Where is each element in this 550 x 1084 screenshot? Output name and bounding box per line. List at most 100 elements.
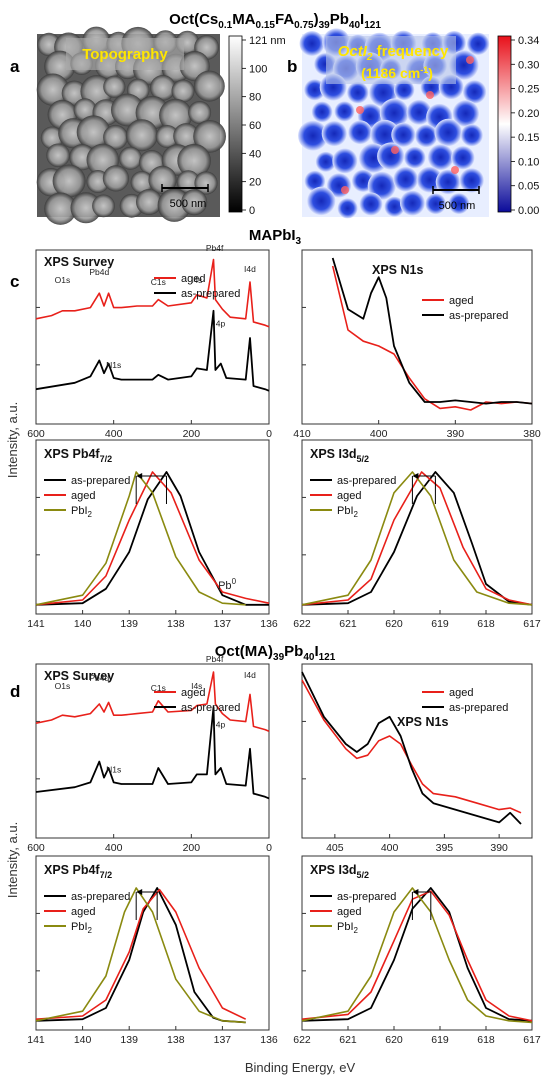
chart-title: XPS Pb4f7/2 xyxy=(44,447,112,464)
peak-label: Pb4f xyxy=(206,243,224,253)
x-tick-label: 622 xyxy=(293,618,311,630)
x-tick-label: 620 xyxy=(385,618,403,630)
peak-label: Pb4d xyxy=(89,673,109,683)
plot-frame xyxy=(301,249,533,425)
topo-colorbar-tick-label: 20 xyxy=(249,177,261,189)
freq-label-line2: (1186 cm-1) xyxy=(361,65,433,81)
x-tick-label: 400 xyxy=(381,842,399,854)
legend-label: as-prepared xyxy=(449,702,508,714)
plot-frame xyxy=(35,249,270,425)
topo-colorbar-tick-label: 121 nm xyxy=(249,35,286,47)
ylabel-d: Intensity, a.u. xyxy=(5,822,20,898)
chart-title: XPS N1s xyxy=(372,263,423,277)
series-as-prepared xyxy=(35,887,246,1024)
series-as-prepared xyxy=(35,309,270,392)
peak-label: I4p xyxy=(213,720,225,730)
panel-letter-c: c xyxy=(10,272,19,291)
legend-label: aged xyxy=(71,906,95,918)
legend-label: PbI2 xyxy=(71,505,93,519)
freq-label-line1: OctI2 frequency xyxy=(338,43,449,63)
series-aged xyxy=(35,888,247,1020)
legend-label: as-prepared xyxy=(337,891,396,903)
x-tick-label: 139 xyxy=(120,1034,138,1046)
chart-title: XPS Survey xyxy=(44,669,114,683)
series-as-prepared xyxy=(301,671,522,825)
x-tick-label: 400 xyxy=(105,428,123,440)
freq-colorbar-tick-label: 0.20 xyxy=(518,108,539,120)
chart-d_n1s: 405 400 395 390 XPS N1s aged as-prepared xyxy=(301,663,533,854)
plot-frame xyxy=(35,439,270,615)
x-tick-label: 136 xyxy=(260,1034,278,1046)
topography-label: Topography xyxy=(82,46,168,63)
x-tick-label: 0 xyxy=(266,842,272,854)
shift-arrow xyxy=(411,473,436,504)
shift-arrow xyxy=(135,473,167,504)
chart-c_pb4f: 141 140 139 138 137 136 XPS Pb4f7/2 Pb0 as-prepa… xyxy=(27,439,278,630)
x-tick-label: 617 xyxy=(523,1034,541,1046)
topo-scalebar-label: 500 nm xyxy=(170,198,207,210)
topo-colorbar-tick-label: 60 xyxy=(249,120,261,132)
legend-label: aged xyxy=(449,295,473,307)
topo-colorbar-tick-label: 100 xyxy=(249,63,267,75)
x-tick-label: 0 xyxy=(266,428,272,440)
freq-colorbar-tick-label: 0.25 xyxy=(518,84,539,96)
peak-label: I4p xyxy=(213,318,225,328)
x-tick-label: 405 xyxy=(326,842,344,854)
series-aged xyxy=(301,471,533,606)
peak-label: Pb4f xyxy=(206,654,224,664)
legend-label: as-prepared xyxy=(449,310,508,322)
x-tick-label: 141 xyxy=(27,1034,45,1046)
x-tick-label: 600 xyxy=(27,428,45,440)
peak-label: O1s xyxy=(55,681,71,691)
legend-label: aged xyxy=(181,273,205,285)
peak-label: I4s xyxy=(191,275,202,285)
legend-label: aged xyxy=(181,687,205,699)
x-tick-label: 619 xyxy=(431,618,449,630)
chart-title: XPS I3d5/2 xyxy=(310,863,369,880)
legend-label: as-prepared xyxy=(71,475,130,487)
octi2-frequency-map: OctI2 frequency (1186 cm-1) 500 nm xyxy=(298,28,490,219)
freq-colorbar-tick-label: 0.05 xyxy=(518,181,539,193)
x-tick-label: 136 xyxy=(260,618,278,630)
series-as-prepared xyxy=(35,706,270,800)
panel-letter-b: b xyxy=(287,57,297,76)
peak-label: O1s xyxy=(55,275,71,285)
x-tick-label: 622 xyxy=(293,1034,311,1046)
chart-title: XPS N1s xyxy=(397,715,448,729)
plot-frame xyxy=(301,439,533,615)
series-as-prepared xyxy=(331,257,533,405)
title-mid: MAPbI3 xyxy=(249,227,302,247)
x-tick-label: 390 xyxy=(447,428,465,440)
x-tick-label: 140 xyxy=(74,618,92,630)
chart-d_pb4f: 141 140 139 138 137 136 XPS Pb4f7/2 as-prepared… xyxy=(27,855,278,1046)
series-as-prepared xyxy=(301,471,533,606)
x-tick-label: 141 xyxy=(27,618,45,630)
peak-label: I4d xyxy=(244,670,256,680)
x-tick-label: 395 xyxy=(436,842,454,854)
shift-arrow xyxy=(135,889,158,920)
peak-label: I4s xyxy=(191,681,202,691)
chart-c_i3d: 622 621 620 619 618 617 XPS I3d5/2 as-prepared a… xyxy=(293,439,541,630)
peak-label: C1s xyxy=(151,277,166,287)
freq-colorbar-tick-label: 0.30 xyxy=(518,59,539,71)
topo-colorbar-tick-label: 80 xyxy=(249,92,261,104)
topo-colorbar xyxy=(228,35,243,213)
x-tick-label: 138 xyxy=(167,1034,185,1046)
series-aged xyxy=(35,471,270,606)
legend-label: as-prepared xyxy=(71,891,130,903)
ylabel-c: Intensity, a.u. xyxy=(5,402,20,478)
series-aged xyxy=(331,265,533,411)
series-aged xyxy=(301,890,533,1022)
chart-c_n1s: 410 400 390 380 XPS N1s aged as-prepared xyxy=(293,249,541,440)
legend-label: aged xyxy=(71,490,95,502)
freq-scalebar-label: 500 nm xyxy=(439,200,476,212)
x-tick-label: 139 xyxy=(120,618,138,630)
chart-title: XPS I3d5/2 xyxy=(310,447,369,464)
x-tick-label: 390 xyxy=(490,842,508,854)
legend-label: PbI2 xyxy=(337,505,359,519)
x-tick-label: 617 xyxy=(523,618,541,630)
shift-arrow xyxy=(411,889,432,920)
x-tick-label: 400 xyxy=(105,842,123,854)
